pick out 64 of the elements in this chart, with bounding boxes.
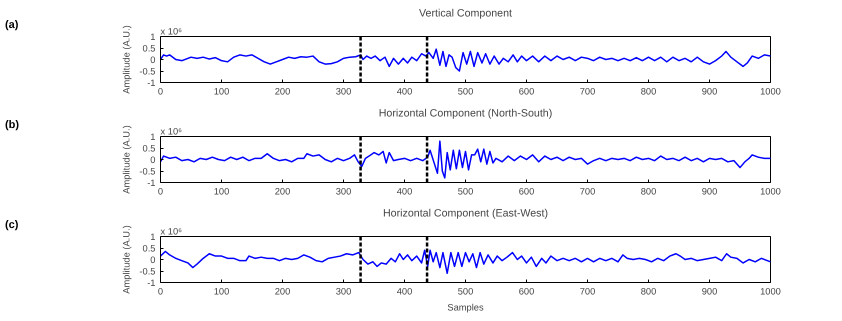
x-tick-label: 900 — [702, 286, 718, 296]
y-tick-label: 0 — [150, 255, 156, 265]
text: (b) — [5, 118, 20, 133]
y-tick-label: 0.5 — [142, 144, 156, 154]
y-tick-label: 1 — [150, 232, 156, 242]
x-tick-label: 600 — [518, 186, 534, 196]
y-tick-label: -0.5 — [139, 166, 156, 176]
x-tick-label: 200 — [274, 286, 290, 296]
y-tick-label: 1 — [150, 132, 156, 142]
x-tick-label: 0 — [158, 186, 164, 196]
x-tick-label: 1000 — [760, 286, 781, 296]
line-series — [160, 140, 770, 179]
x-tick-label: 800 — [640, 86, 656, 96]
chart-title: Vertical Component — [419, 8, 512, 20]
x-axis-title: Samples — [447, 302, 484, 312]
text: (a) — [5, 18, 18, 33]
chart-title: Horizontal Component (East-West) — [382, 208, 548, 220]
x-tick-label: 600 — [518, 86, 534, 96]
line-series — [160, 250, 770, 274]
y-axis-title: Amplitude (A.U.) — [121, 25, 132, 94]
x-tick-label: 300 — [336, 286, 352, 296]
x-tick-label: 700 — [580, 286, 596, 296]
text: (c) — [5, 218, 18, 233]
x-tick-label: 400 — [396, 286, 412, 296]
text: x 10⁶ — [160, 226, 182, 236]
line-series — [160, 48, 770, 72]
y-tick-label: 0 — [150, 55, 156, 65]
text: x 10⁶ — [160, 26, 182, 36]
x-tick-label: 300 — [336, 186, 352, 196]
x-tick-label: 100 — [214, 86, 230, 96]
y-tick-label: 0.5 — [142, 44, 156, 54]
x-tick-label: 200 — [274, 86, 290, 96]
x-tick-label: 700 — [580, 186, 596, 196]
x-tick-label: 300 — [336, 86, 352, 96]
x-tick-label: 500 — [458, 186, 474, 196]
x-tick-label: 500 — [458, 286, 474, 296]
x-tick-label: 100 — [214, 286, 230, 296]
x-tick-label: 400 — [396, 186, 412, 196]
x-tick-label: 500 — [458, 86, 474, 96]
x-tick-label: 800 — [640, 286, 656, 296]
y-tick-label: 0.5 — [142, 244, 156, 254]
x-tick-label: 0 — [158, 286, 164, 296]
y-tick-label: -1 — [147, 278, 156, 288]
y-tick-label: -0.5 — [139, 66, 156, 76]
y-tick-label: 0 — [150, 155, 156, 165]
y-tick-label: -0.5 — [139, 266, 156, 276]
x-tick-label: 1000 — [760, 86, 781, 96]
x-tick-label: 200 — [274, 186, 290, 196]
x-tick-label: 1000 — [760, 186, 781, 196]
y-tick-label: -1 — [147, 178, 156, 188]
y-axis-title: Amplitude (A.U.) — [121, 125, 132, 194]
x-tick-label: 800 — [640, 186, 656, 196]
x-tick-label: 400 — [396, 86, 412, 96]
x-tick-label: 100 — [214, 186, 230, 196]
text: x 10⁶ — [160, 126, 182, 136]
y-tick-label: 1 — [150, 32, 156, 42]
x-tick-label: 900 — [702, 86, 718, 96]
y-tick-label: -1 — [147, 78, 156, 88]
x-tick-label: 900 — [702, 186, 718, 196]
x-tick-label: 700 — [580, 86, 596, 96]
chart-title: Horizontal Component (North-South) — [378, 108, 552, 120]
x-tick-label: 600 — [518, 286, 534, 296]
x-tick-label: 0 — [158, 86, 164, 96]
y-axis-title: Amplitude (A.U.) — [121, 225, 132, 294]
